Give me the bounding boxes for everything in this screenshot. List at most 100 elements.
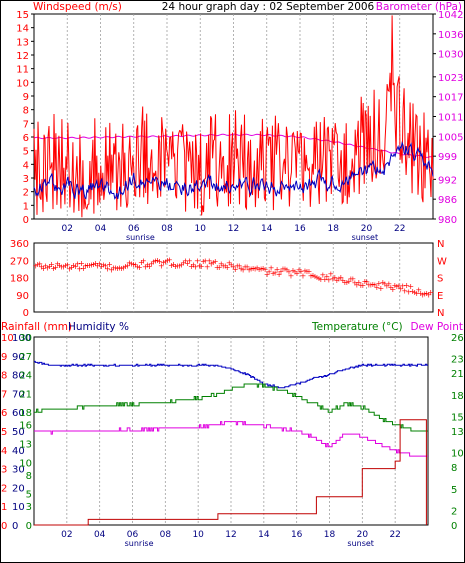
direction-point: + [421, 290, 428, 299]
barometer-tick-label: 1017 [438, 93, 463, 104]
wind-barometer-panel: 0123456789101112131415980986992999100510… [16, 10, 463, 242]
direction-point: + [216, 263, 223, 272]
direction-point: + [276, 270, 283, 279]
climate-time-tick-label: 22 [389, 530, 400, 540]
barometer-tick-label: 1011 [438, 113, 463, 124]
direction-point: + [118, 264, 125, 273]
direction-point: + [363, 277, 370, 286]
direction-point: + [164, 256, 171, 265]
rain-tick-label: 0 [1, 521, 7, 532]
windspeed-tick-label: 6 [23, 133, 29, 144]
direction-point: + [328, 270, 335, 279]
humidity-tick-label: 20 [12, 483, 25, 494]
rain-tick-label: 4 [1, 446, 7, 457]
direction-point: + [330, 274, 337, 283]
barometer-tick-label: 992 [438, 175, 457, 186]
direction-point: + [312, 272, 319, 281]
direction-point: + [425, 291, 432, 300]
rainfall-axis-label: Rainfall (mm) [1, 321, 72, 333]
right-tick-label: 8 [451, 463, 457, 474]
temperature-tick-label: 18 [19, 408, 32, 419]
direction-point: + [202, 256, 209, 265]
barometer-tick-label: 1036 [438, 30, 463, 41]
direction-point: + [326, 275, 333, 284]
direction-point: + [242, 263, 249, 272]
temperature-tick-label: 16 [19, 421, 32, 432]
direction-point: + [244, 262, 251, 271]
wind-time-tick-label: 08 [161, 224, 173, 234]
direction-point: + [288, 271, 295, 280]
windspeed-tick-label: 0 [23, 215, 29, 226]
wind-time-tick-label: 20 [361, 224, 373, 234]
windspeed-tick-label: 15 [16, 10, 29, 21]
wind-series-line [33, 140, 434, 200]
direction-point: + [405, 288, 412, 297]
temperature-tick-label: 5 [26, 490, 32, 501]
direction-point: + [72, 262, 79, 271]
direction-point: + [252, 264, 259, 273]
direction-point: + [318, 275, 325, 284]
direction-point: + [393, 282, 400, 291]
climate-time-tick-label: 18 [324, 530, 336, 540]
direction-point: + [314, 273, 321, 282]
direction-point: + [196, 261, 203, 270]
rain-tick-label: 9 [1, 352, 7, 363]
humidity-tick-label: 0 [12, 521, 18, 532]
direction-point: + [70, 261, 77, 270]
barometer-tick-label: 1005 [438, 132, 463, 143]
direction-point: + [304, 267, 311, 276]
direction-point: + [32, 262, 39, 271]
direction-point: + [260, 264, 267, 273]
direction-point: + [130, 260, 137, 269]
direction-point: + [204, 263, 211, 272]
direction-point: + [254, 264, 261, 273]
direction-point: + [90, 260, 97, 269]
direction-point: + [338, 273, 345, 282]
direction-point: + [346, 277, 353, 286]
direction-point: + [104, 265, 111, 274]
rain-tick-label: 2 [1, 483, 7, 494]
humidity-tick-label: 80 [12, 371, 25, 382]
humidity-tick-label: 60 [12, 408, 25, 419]
direction-point: + [397, 284, 404, 293]
direction-point: + [298, 267, 305, 276]
barometer-tick-label: 1042 [438, 10, 463, 21]
wind-time-tick-label: 06 [128, 224, 140, 234]
direction-point: + [182, 257, 189, 266]
climate-sunrise-label: sunrise [125, 539, 154, 548]
windspeed-tick-label: 10 [16, 78, 29, 89]
windspeed-tick-label: 1 [23, 201, 29, 212]
direction-point: + [100, 260, 107, 269]
climate-time-tick-label: 10 [192, 530, 204, 540]
wind-time-tick-label: 18 [328, 224, 340, 234]
climate-time-tick-label: 08 [160, 530, 172, 540]
direction-point: + [172, 262, 179, 271]
direction-point: + [222, 261, 229, 270]
direction-point: + [385, 280, 392, 289]
windspeed-tick-label: 8 [23, 106, 29, 117]
wind-time-tick-label: 14 [261, 224, 273, 234]
direction-point: + [66, 265, 73, 274]
direction-point: + [198, 262, 205, 271]
windspeed-tick-label: 13 [16, 37, 29, 48]
direction-point: + [200, 257, 207, 266]
direction-point: + [94, 262, 101, 271]
direction-point: + [110, 263, 117, 272]
windspeed-tick-label: 3 [23, 174, 29, 185]
direction-point: + [403, 281, 410, 290]
direction-point: + [240, 265, 247, 274]
direction-tick-label: 90 [16, 291, 29, 302]
humidity-temperature-rain-panel: 0123456789100102030405060708090100035810… [1, 333, 464, 548]
direction-point: + [294, 269, 301, 278]
direction-point: + [214, 263, 221, 272]
direction-point: + [365, 281, 372, 290]
direction-point: + [48, 260, 55, 269]
direction-plot-area [33, 242, 434, 313]
direction-point: + [250, 264, 257, 273]
direction-point: + [350, 275, 357, 284]
direction-point: + [88, 261, 95, 270]
humidity-tick-label: 30 [12, 465, 25, 476]
direction-point: + [415, 285, 422, 294]
wind-sunset-label: sunset [352, 233, 379, 242]
direction-point: + [154, 256, 161, 265]
